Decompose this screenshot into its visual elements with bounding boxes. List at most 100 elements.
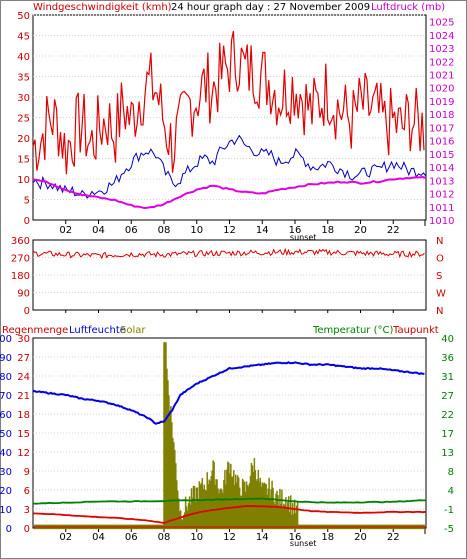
humidity-line [32,361,425,425]
rain-tick-label: 30 [17,334,30,345]
temperature-tick-label: 17 [441,429,454,440]
wind-tick-label: 5 [24,196,30,207]
x-tick-label: 06 [125,225,138,236]
sunset-label: sunset [290,233,317,242]
humidity-tick-label: 10 [0,505,12,516]
x-tick-label: 20 [354,532,367,543]
x-tick-label: 20 [354,225,367,236]
direction-degree-label: 180 [11,271,30,282]
wind-gust-line [32,30,425,175]
x-tick-label: 04 [92,532,105,543]
x-tick-label: 04 [92,225,105,236]
x-tick-label: 14 [256,225,269,236]
direction-degree-label: 270 [11,254,30,265]
temperature-line [32,497,426,505]
wind-tick-label: 40 [17,52,30,63]
pressure-tick-label: 1015 [429,150,454,161]
humidity-tick-label: 50 [0,429,12,440]
pressure-tick-label: 1013 [429,176,454,187]
rain-title: Regenmenge [2,325,68,336]
pressure-tick-label: 1014 [429,163,454,174]
rain-tick-label: 21 [17,391,30,402]
rain-tick-label: 18 [17,410,30,421]
temperature-tick-label: 13 [441,448,454,459]
pressure-tick-label: 1020 [429,84,454,95]
direction-degree-label: 360 [11,236,30,247]
wind-direction-line [32,247,425,260]
wind-tick-label: 30 [17,93,30,104]
x-tick-label: 22 [387,532,400,543]
wind-tick-label: 50 [17,11,30,22]
humidity-tick-label: 20 [0,486,12,497]
x-tick-label: 18 [321,225,334,236]
pressure-tick-label: 1023 [429,44,454,55]
direction-degree-label: 90 [17,289,30,300]
temperature-tick-label: 36 [441,353,454,364]
rain-tick-label: 9 [24,467,30,478]
pressure-tick-label: 1012 [429,190,454,201]
temperature-tick-label: 31 [441,372,454,383]
rain-tick-label: 12 [17,448,30,459]
direction-degree-label: 0 [24,306,30,317]
humidity-tick-label: 80 [0,372,12,383]
x-tick-label: 08 [158,225,171,236]
pressure-title: Luftdruck (mb) [371,2,445,13]
humidity-tick-label: 100 [0,334,12,345]
pressure-tick-label: 1011 [429,203,454,214]
x-tick-label: 08 [158,532,171,543]
solar-title: Solar [120,325,146,336]
graph-caption: 24 hour graph day : 27 November 2009 [171,2,370,13]
humidity-tick-label: 90 [0,353,12,364]
wind-tick-label: 35 [17,73,30,84]
humidity-tick-label: 40 [0,448,12,459]
pressure-tick-label: 1018 [429,110,454,121]
temperature-tick-label: -5 [444,524,454,535]
humidity-tick-label: 30 [0,467,12,478]
x-tick-label: 12 [223,225,236,236]
wind-tick-label: 25 [17,114,30,125]
temperature-tick-label: 4 [448,486,454,497]
direction-compass-label: O [436,254,444,265]
temperature-title: Temperatur (°C) [312,325,393,336]
x-tick-label: 16 [289,225,302,236]
temperature-tick-label: -1 [444,505,454,516]
pressure-tick-label: 1017 [429,123,454,134]
x-tick-label: 02 [59,225,72,236]
pressure-tick-label: 1024 [429,31,454,42]
pressure-tick-label: 1010 [429,216,454,227]
wind-tick-label: 0 [24,216,30,227]
rain-tick-label: 15 [17,429,30,440]
pressure-tick-label: 1019 [429,97,454,108]
direction-compass-label: W [436,289,446,300]
sunset-label: sunset [290,539,317,548]
wind-tick-label: 45 [17,32,30,43]
wind-tick-label: 10 [17,175,30,186]
rain-tick-label: 27 [17,353,30,364]
wind-tick-label: 15 [17,155,30,166]
x-tick-label: 10 [190,225,203,236]
pressure-tick-label: 1022 [429,57,454,68]
direction-compass-label: S [436,271,442,282]
wind-tick-label: 20 [17,134,30,145]
rain-tick-label: 0 [24,524,30,535]
pressure-line [32,175,427,210]
temperature-tick-label: 27 [441,391,454,402]
x-tick-label: 10 [190,532,203,543]
pressure-tick-label: 1016 [429,137,454,148]
direction-compass-label: N [436,306,443,317]
wind-title: Windgeschwindigkeit (kmh) [33,2,172,13]
rain-tick-label: 6 [24,486,30,497]
temperature-tick-label: 40 [441,334,454,345]
direction-compass-label: N [436,236,443,247]
x-tick-label: 12 [223,532,236,543]
pressure-tick-label: 1025 [429,18,454,29]
x-tick-label: 18 [321,532,334,543]
humidity-title: Luftfeuchte [69,325,126,336]
x-tick-label: 16 [289,532,302,543]
x-tick-label: 14 [256,532,269,543]
temperature-tick-label: 8 [448,467,454,478]
rain-tick-label: 24 [17,372,30,383]
pressure-tick-label: 1021 [429,71,454,82]
